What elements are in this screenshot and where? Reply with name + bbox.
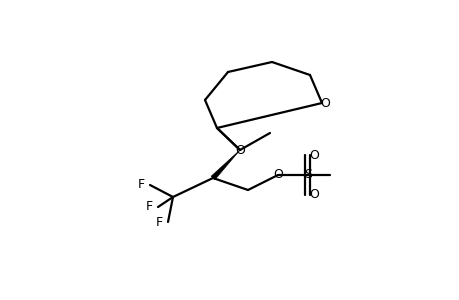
Text: S: S — [303, 169, 311, 182]
Text: O: O — [273, 169, 282, 182]
Text: O: O — [319, 97, 329, 110]
Text: F: F — [156, 215, 162, 229]
Text: F: F — [138, 178, 145, 191]
Text: F: F — [146, 200, 153, 214]
Polygon shape — [211, 150, 240, 180]
Text: O: O — [235, 143, 244, 157]
Text: O: O — [308, 148, 318, 161]
Text: O: O — [308, 188, 318, 202]
